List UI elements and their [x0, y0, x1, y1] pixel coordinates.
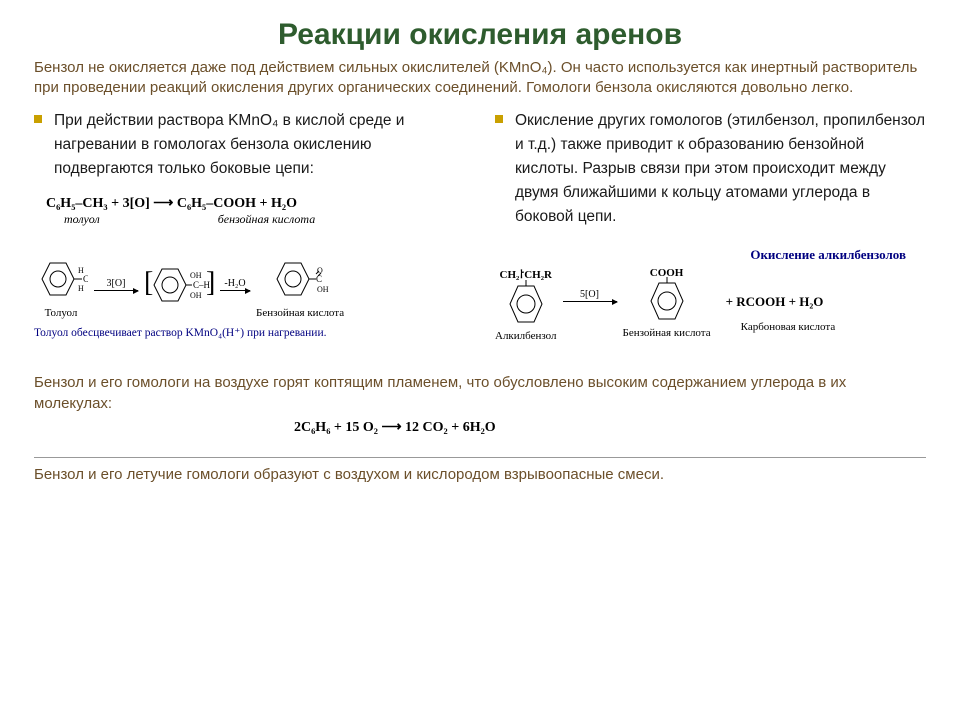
alkylbenzene-label: Алкилбензол	[495, 330, 557, 342]
combustion-equation: 2C₆H₆ + 15 O₂ ⟶ 12 CO₂ + 6H₂O	[294, 418, 926, 438]
page-title: Реакции окисления аренов	[34, 18, 926, 52]
svg-text:]: ]	[206, 267, 214, 298]
intermediate-svg: [ OH C–H OH ]	[144, 257, 214, 313]
benzoic-molecule: O C OH Бензойная кислота	[256, 251, 344, 319]
footer-note: Бензол и его летучие гомологи образуют с…	[34, 457, 926, 483]
left-bullet-text: При действии раствора KMnO₄ в кислой сре…	[54, 109, 465, 181]
tail-label: Карбоновая кислота	[741, 321, 836, 333]
svg-text:OH: OH	[190, 271, 202, 280]
arrow1-label: 3[O]	[107, 278, 126, 289]
svg-text:C: C	[316, 274, 322, 284]
right-diagram-title: Окисление алкилбензолов	[495, 247, 906, 263]
bullet-icon	[34, 115, 42, 123]
left-equation-block: C₆H₅–CH₃ + 3[O] ⟶ C₆H₅–COOH + H₂O толуол…	[46, 195, 465, 227]
left-column: При действии раствора KMnO₄ в кислой сре…	[34, 109, 465, 342]
benzoic2-label: Бензойная кислота	[623, 327, 711, 339]
eq-label-toluol: толуол	[64, 212, 100, 227]
right-diagram: Окисление алкилбензолов CH₂⸷CH₂R Алкилбе…	[495, 247, 926, 342]
benzoic2-svg	[645, 277, 689, 327]
tail-products: + RCOOH + H₂O Карбоновая кислота	[723, 293, 836, 333]
two-columns: При действии раствора KMnO₄ в кислой сре…	[34, 109, 926, 342]
left-arrow-1: 3[O]	[94, 278, 138, 291]
svg-text:OH: OH	[190, 291, 202, 300]
eq-label-benzoic: бензойная кислота	[218, 212, 316, 227]
left-arrow-2: -H₂O	[220, 278, 250, 291]
toluene-label: Толуол	[45, 307, 78, 319]
right-bullet-row: Окисление других гомологов (этилбензол, …	[495, 109, 926, 229]
benzoic-label: Бензойная кислота	[256, 307, 344, 319]
svg-text:C–H: C–H	[83, 274, 88, 284]
alkylbenzene-molecule: CH₂⸷CH₂R Алкилбензол	[495, 267, 557, 342]
svg-text:H: H	[78, 284, 84, 293]
toluene-molecule: H C–H H Толуол	[34, 251, 88, 319]
svg-text:OH: OH	[317, 285, 329, 294]
right-column: Окисление других гомологов (этилбензол, …	[495, 109, 926, 342]
right-arrow: 5[O]	[563, 289, 617, 302]
left-note: Толуол обесцвечивает раствор KMnO₄(H⁺) п…	[34, 325, 465, 339]
bullet-icon	[495, 115, 503, 123]
benzoic-molecule-2: COOH Бензойная кислота	[623, 267, 711, 339]
svg-text:[: [	[144, 267, 153, 298]
benzoic-svg: O C OH	[269, 251, 331, 307]
alkylbenzene-svg	[504, 280, 548, 330]
left-equation: C₆H₅–CH₃ + 3[O] ⟶ C₆H₅–COOH + H₂O	[46, 195, 465, 212]
arrow2-label: -H₂O	[224, 278, 245, 289]
intro-text: Бензол не окисляется даже под действием …	[34, 58, 926, 99]
tail-eq: + RCOOH + H₂O	[726, 294, 824, 309]
left-diagram: H C–H H Толуол 3[O] [	[34, 251, 465, 339]
left-bullet-row: При действии раствора KMnO₄ в кислой сре…	[34, 109, 465, 181]
combustion-text: Бензол и его гомологи на воздухе горят к…	[34, 374, 846, 412]
right-arrow-label: 5[O]	[580, 289, 599, 300]
left-eq-labels: толуол бензойная кислота	[46, 212, 465, 227]
right-bullet-text: Окисление других гомологов (этилбензол, …	[515, 109, 926, 229]
combustion-block: Бензол и его гомологи на воздухе горят к…	[34, 372, 926, 438]
intermediate-molecule: [ OH C–H OH ]	[144, 257, 214, 313]
toluene-svg: H C–H H	[34, 251, 88, 307]
